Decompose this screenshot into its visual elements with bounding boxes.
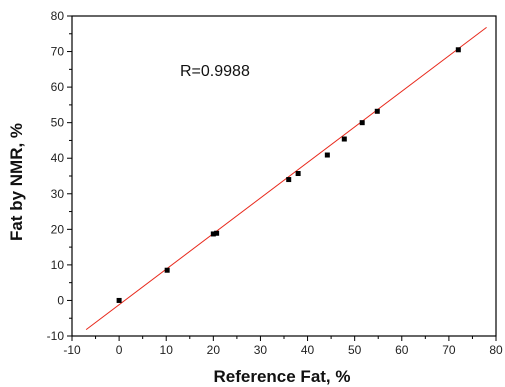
x-tick-label: -10 xyxy=(63,343,81,357)
x-tick-label: 10 xyxy=(160,343,174,357)
y-tick-label: 20 xyxy=(51,222,65,236)
data-point xyxy=(341,136,347,142)
x-tick-label: 40 xyxy=(301,343,315,357)
y-tick-label: -10 xyxy=(47,329,65,343)
y-tick-label: 70 xyxy=(51,45,65,59)
data-point xyxy=(164,267,170,273)
x-tick-label: 80 xyxy=(489,343,503,357)
correlation-annotation: R=0.9988 xyxy=(180,63,250,80)
y-tick-label: 80 xyxy=(51,9,65,23)
x-tick-label: 20 xyxy=(207,343,221,357)
x-tick-label: 50 xyxy=(348,343,362,357)
x-tick-label: 30 xyxy=(254,343,268,357)
data-point xyxy=(374,108,380,114)
data-point xyxy=(116,297,122,303)
data-point xyxy=(210,231,216,237)
x-axis-title: Reference Fat, % xyxy=(214,367,351,386)
data-point xyxy=(286,177,292,183)
plot-frame xyxy=(71,15,497,337)
data-point xyxy=(324,152,330,158)
y-tick-label: 50 xyxy=(51,116,65,130)
x-tick-label: 70 xyxy=(442,343,456,357)
y-tick-label: 60 xyxy=(51,80,65,94)
data-point xyxy=(455,47,461,53)
plot-area: -10 0 10 20 30 40 50 60 70 80 -10 0 10 20 30 40 50 60 70 80 xyxy=(47,9,503,357)
y-tick-label: 10 xyxy=(51,258,65,272)
y-tick-label: 40 xyxy=(51,151,65,165)
x-tick-label: 60 xyxy=(395,343,409,357)
y-tick-label: 0 xyxy=(57,293,64,307)
y-tick-label: 30 xyxy=(51,187,65,201)
data-point xyxy=(295,171,301,177)
x-tick-label: 0 xyxy=(116,343,123,357)
data-point xyxy=(359,120,365,126)
data-point xyxy=(214,230,220,236)
y-axis-title: Fat by NMR, % xyxy=(7,123,26,241)
